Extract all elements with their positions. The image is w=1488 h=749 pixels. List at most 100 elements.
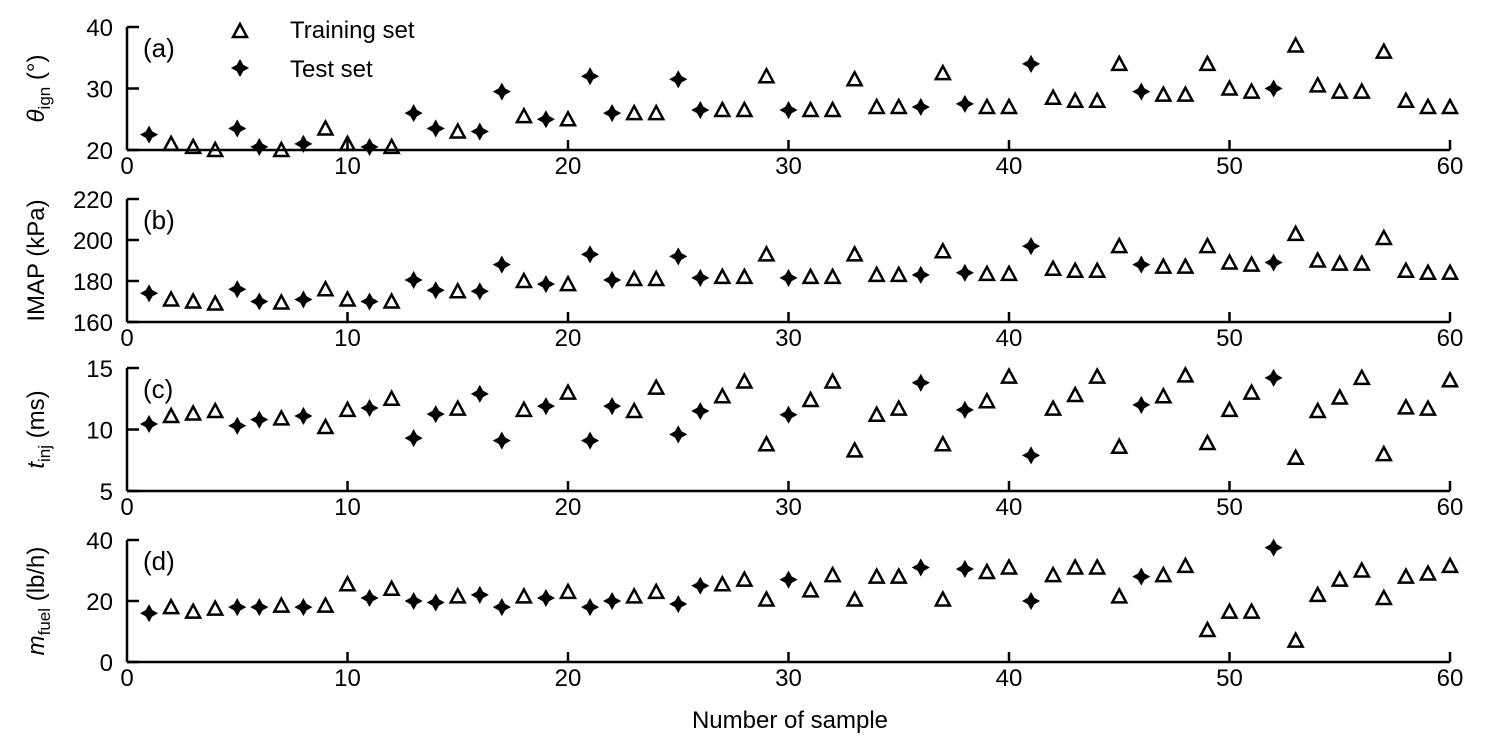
training-set-point <box>1286 631 1305 648</box>
training-set-point <box>757 66 776 84</box>
test-set-point <box>1021 237 1041 256</box>
y-tick-label: 180 <box>73 269 113 296</box>
training-set-point <box>735 267 754 285</box>
training-set-point <box>1066 91 1085 109</box>
training-set-point <box>1176 365 1195 383</box>
training-set-point <box>1220 252 1239 270</box>
y-axis-label: mfuel (lb/h) <box>23 547 54 656</box>
training-set-point <box>1088 91 1107 109</box>
training-set-point <box>1154 565 1173 583</box>
test-set-point <box>360 137 379 156</box>
training-set-point <box>1330 570 1349 587</box>
panel-label: (a) <box>143 33 175 63</box>
y-tick-label: 40 <box>86 528 113 555</box>
y-axis-label-unit: (lb/h) <box>23 547 50 608</box>
training-set-point <box>1242 602 1261 619</box>
panel-label: (d) <box>143 546 175 576</box>
training-set-point <box>184 602 203 619</box>
y-axis-label-unit: (°) <box>23 55 50 87</box>
training-set-point <box>1352 560 1371 578</box>
test-set-point <box>1132 567 1151 586</box>
training-set-point <box>1440 370 1460 388</box>
legend: Training set Test set <box>230 17 415 83</box>
panel-a: 0 10 20 30 40 50 60 20 30 40 (a) θign (°) <box>23 15 1463 180</box>
training-set-point <box>1418 563 1438 581</box>
training-set-point <box>867 566 886 584</box>
panel-label: (b) <box>143 205 175 235</box>
test-set-point <box>228 598 247 617</box>
training-set-point <box>1088 366 1107 384</box>
training-set-point <box>382 137 401 155</box>
x-tick-label: 60 <box>1437 153 1464 180</box>
x-tick-label: 30 <box>775 494 802 521</box>
x-tick-label: 0 <box>120 665 133 692</box>
test-set-point <box>139 604 159 623</box>
training-set-point <box>977 391 997 409</box>
training-set-point <box>867 265 886 283</box>
y-axis-label: IMAP (kPa) <box>23 199 50 321</box>
x-tick-label: 60 <box>1437 325 1464 352</box>
training-set-point <box>735 100 754 118</box>
training-set-point <box>1418 97 1438 115</box>
test-set-point <box>779 405 798 424</box>
training-set-point <box>382 579 401 597</box>
training-set-point <box>338 574 357 592</box>
legend-plus-marker <box>230 58 250 78</box>
training-set-point <box>206 401 225 419</box>
training-set-point <box>845 440 864 458</box>
legend-training-label: Training set <box>290 17 415 44</box>
training-set-point <box>206 598 225 616</box>
training-set-point <box>1110 586 1129 604</box>
test-set-point <box>580 431 600 450</box>
test-set-point <box>536 110 556 129</box>
y-tick-label: 40 <box>86 15 113 42</box>
x-tick-label: 10 <box>334 494 361 521</box>
y-tick-label: 30 <box>86 77 113 104</box>
training-set-point <box>999 264 1019 282</box>
training-set-point <box>338 400 357 418</box>
training-set-point <box>1418 398 1438 416</box>
training-set-point <box>1242 81 1261 99</box>
x-tick-label: 40 <box>996 325 1023 352</box>
training-set-point <box>1286 35 1305 53</box>
test-set-point <box>1132 82 1151 101</box>
training-set-point <box>801 390 820 408</box>
training-set-point <box>823 100 842 118</box>
test-set-point <box>404 429 423 448</box>
y-tick-label: 10 <box>86 418 113 445</box>
training-set-point <box>382 389 401 406</box>
x-tick-label: 20 <box>555 153 582 180</box>
training-set-point <box>448 586 467 604</box>
training-set-point <box>1044 259 1063 276</box>
test-set-point <box>470 122 489 141</box>
training-set-point <box>1440 263 1460 281</box>
panel-b: 0 10 20 30 40 50 60 160 180 200 220 (b) IMAP (kPa) <box>23 187 1463 352</box>
training-set-point <box>933 589 952 607</box>
legend-test-label: Test set <box>290 56 373 83</box>
training-set-point <box>801 580 820 598</box>
test-set-point <box>536 397 556 416</box>
training-set-point <box>999 366 1019 384</box>
training-set-point <box>316 595 335 613</box>
training-set-point <box>316 118 335 136</box>
test-set-point <box>691 576 710 595</box>
training-set-point <box>735 371 754 389</box>
training-set-point <box>845 69 864 87</box>
training-set-point <box>162 597 181 615</box>
x-tick-label: 0 <box>120 494 133 521</box>
test-set-point <box>669 594 688 614</box>
training-set-point <box>999 557 1019 575</box>
x-tick-label: 50 <box>1216 325 1243 352</box>
test-set-point <box>911 97 930 117</box>
y-axis-label-main: IMAP <box>23 263 50 321</box>
x-tick-label: 40 <box>996 153 1023 180</box>
training-set-point <box>1176 85 1195 102</box>
test-set-point <box>228 119 247 138</box>
training-set-point <box>1330 253 1349 271</box>
test-set-point <box>294 290 313 309</box>
y-axis-label-subscript: ign <box>35 87 54 110</box>
y-axis-label-unit: (kPa) <box>23 199 50 263</box>
test-set-point <box>691 401 710 421</box>
test-set-point <box>580 598 600 617</box>
test-set-point <box>911 373 930 392</box>
